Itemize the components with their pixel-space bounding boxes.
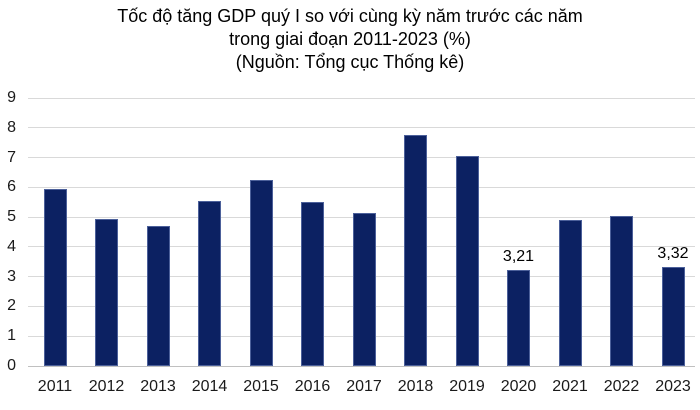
y-axis-tick-label: 1: [7, 327, 16, 345]
bar-2013: [146, 226, 170, 366]
bar-2016: [301, 202, 324, 366]
y-axis-tick-label: 6: [7, 178, 16, 196]
x-axis-tick-label: 2013: [140, 378, 176, 395]
x-axis-tick-label: 2015: [243, 378, 279, 395]
bar-2021: [558, 220, 582, 366]
x-axis-tick-label: 2011: [37, 378, 73, 395]
gridline: [28, 127, 695, 129]
chart-title-line2: trong giai đoạn 2011-2023 (%): [229, 29, 471, 49]
y-axis-tick-label: 3: [7, 267, 16, 285]
y-axis-tick-label: 2: [7, 297, 16, 315]
x-axis-tick-label: 2018: [397, 378, 434, 395]
x-axis-tick-label: 2016: [294, 378, 331, 395]
y-axis-tick-label: 7: [7, 148, 16, 166]
chart-source-line: (Nguồn: Tổng cục Thống kê): [235, 52, 465, 72]
x-axis-tick-label: 2012: [88, 378, 125, 395]
x-axis-line: [28, 365, 695, 367]
gridline: [28, 186, 695, 188]
y-axis-tick-label: 8: [7, 118, 16, 136]
x-axis-tick-label: 2022: [603, 378, 640, 395]
x-axis-tick-label: 2019: [449, 378, 485, 395]
chart-title-line1: Tốc độ tăng GDP quý I so với cùng kỳ năm…: [117, 6, 583, 26]
x-axis-tick-label: 2021: [552, 378, 588, 395]
bar-value-label-2020: 3,21: [502, 248, 535, 266]
gridline: [28, 157, 695, 159]
bar-2017: [352, 212, 376, 366]
x-axis-tick-label: 2014: [191, 378, 228, 395]
bar-2011: [43, 188, 67, 366]
chart-title: Tốc độ tăng GDP quý I so với cùng kỳ năm…: [0, 5, 700, 74]
bar-2015: [249, 179, 273, 366]
y-axis-tick-label: 5: [7, 208, 16, 226]
x-axis-tick-label: 2017: [346, 378, 382, 395]
bar-2014: [198, 200, 221, 366]
bar-2022: [610, 215, 633, 366]
bar-2018: [404, 135, 427, 366]
x-axis-tick-label: 2023: [655, 378, 691, 395]
bar-2023: [661, 267, 685, 366]
bar-2020: [507, 270, 530, 366]
y-axis-tick-label: 4: [7, 237, 16, 255]
y-axis-tick-label: 9: [7, 89, 16, 106]
bar-2012: [95, 218, 118, 366]
bar-2019: [455, 156, 479, 366]
x-axis-tick-label: 2020: [500, 378, 537, 395]
bar-value-label-2023: 3,32: [657, 245, 689, 263]
y-axis-tick-label: 0: [7, 357, 16, 374]
gridline: [28, 97, 695, 99]
